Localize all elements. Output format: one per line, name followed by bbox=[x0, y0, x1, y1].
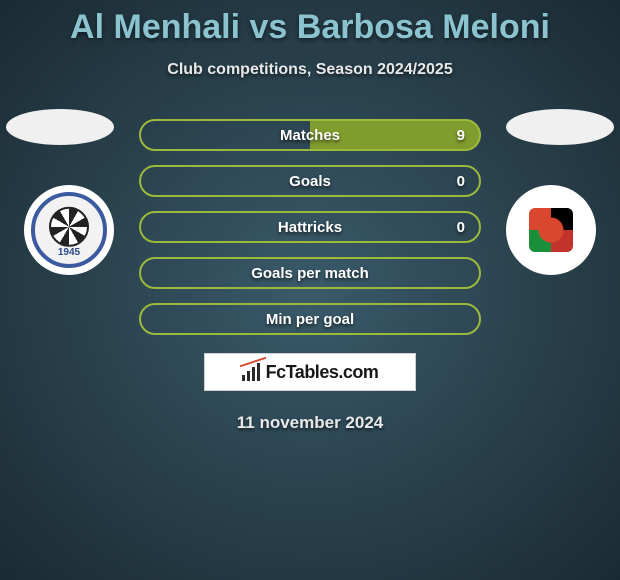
stat-label: Min per goal bbox=[266, 311, 354, 328]
club-left-badge bbox=[24, 185, 114, 275]
page-title: Al Menhali vs Barbosa Meloni bbox=[0, 0, 620, 47]
stat-label: Goals bbox=[289, 173, 331, 190]
player-right-photo bbox=[506, 109, 614, 145]
club-left-logo bbox=[31, 192, 107, 268]
stat-label: Hattricks bbox=[278, 219, 342, 236]
stat-value-right: 0 bbox=[457, 219, 465, 236]
watermark-text: FcTables.com bbox=[266, 362, 379, 383]
chart-icon bbox=[242, 363, 260, 381]
subtitle: Club competitions, Season 2024/2025 bbox=[0, 61, 620, 79]
stat-value-right: 0 bbox=[457, 173, 465, 190]
player-left-photo bbox=[6, 109, 114, 145]
club-right-badge bbox=[506, 185, 596, 275]
watermark: FcTables.com bbox=[204, 353, 416, 391]
stat-label: Goals per match bbox=[251, 265, 369, 282]
stats-list: Matches 9 Goals 0 Hattricks 0 Goals per match M… bbox=[139, 119, 481, 335]
stat-row: Matches 9 bbox=[139, 119, 481, 151]
stat-row: Hattricks 0 bbox=[139, 211, 481, 243]
stat-value-right: 9 bbox=[457, 127, 465, 144]
stat-row: Min per goal bbox=[139, 303, 481, 335]
footer-date: 11 november 2024 bbox=[0, 413, 620, 433]
stat-label: Matches bbox=[280, 127, 340, 144]
comparison-card: Matches 9 Goals 0 Hattricks 0 Goals per match M… bbox=[0, 119, 620, 433]
stat-row: Goals 0 bbox=[139, 165, 481, 197]
club-right-logo bbox=[513, 192, 589, 268]
stat-row: Goals per match bbox=[139, 257, 481, 289]
